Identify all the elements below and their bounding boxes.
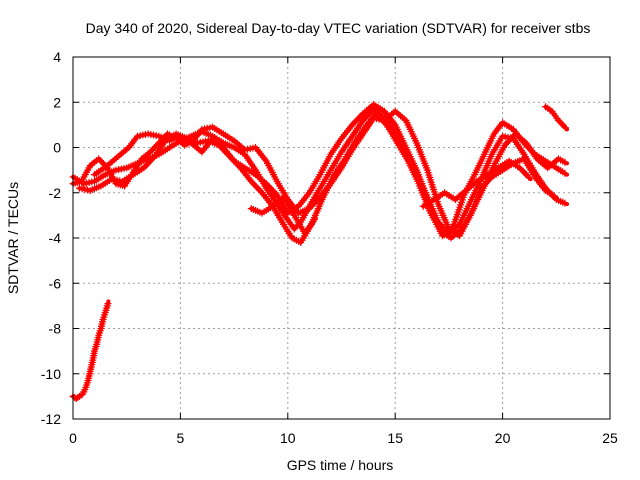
y-axis-label: SDTVAR / TECUs (5, 182, 21, 294)
series-markers (542, 103, 569, 132)
series-track-8 (69, 299, 112, 403)
series-markers (69, 300, 112, 403)
x-tick-label: 0 (69, 430, 77, 446)
chart-title: Day 340 of 2020, Sidereal Day-to-day VTE… (86, 20, 591, 36)
x-tick-label: 20 (495, 430, 511, 446)
y-tick-label: 2 (53, 94, 61, 110)
x-axis-label: GPS time / hours (287, 457, 394, 473)
grid (73, 57, 610, 419)
axis-ticks: 0 5 10 15 20 25 -12 -10 -8 -6 -4 -2 0 2 4 (41, 49, 618, 446)
series-markers (419, 157, 533, 210)
x-tick-label: 5 (177, 430, 185, 446)
y-tick-label: -12 (41, 411, 61, 427)
series-markers (247, 193, 318, 237)
y-tick-label: -8 (49, 321, 62, 337)
y-tick-label: -4 (49, 230, 62, 246)
x-tick-label: 15 (387, 430, 403, 446)
x-tick-label: 10 (280, 430, 296, 446)
series-track-6 (419, 157, 533, 210)
series-track-7 (542, 103, 570, 132)
y-tick-label: 4 (53, 49, 61, 65)
y-tick-label: -2 (49, 185, 62, 201)
data-series (69, 101, 570, 403)
series-track-5 (247, 193, 318, 237)
y-tick-label: -6 (49, 275, 62, 291)
series-line (71, 299, 111, 401)
y-tick-label: -10 (41, 366, 61, 382)
series-track-4 (69, 107, 559, 240)
y-tick-label: 0 (53, 140, 61, 156)
x-tick-label: 25 (602, 430, 618, 446)
